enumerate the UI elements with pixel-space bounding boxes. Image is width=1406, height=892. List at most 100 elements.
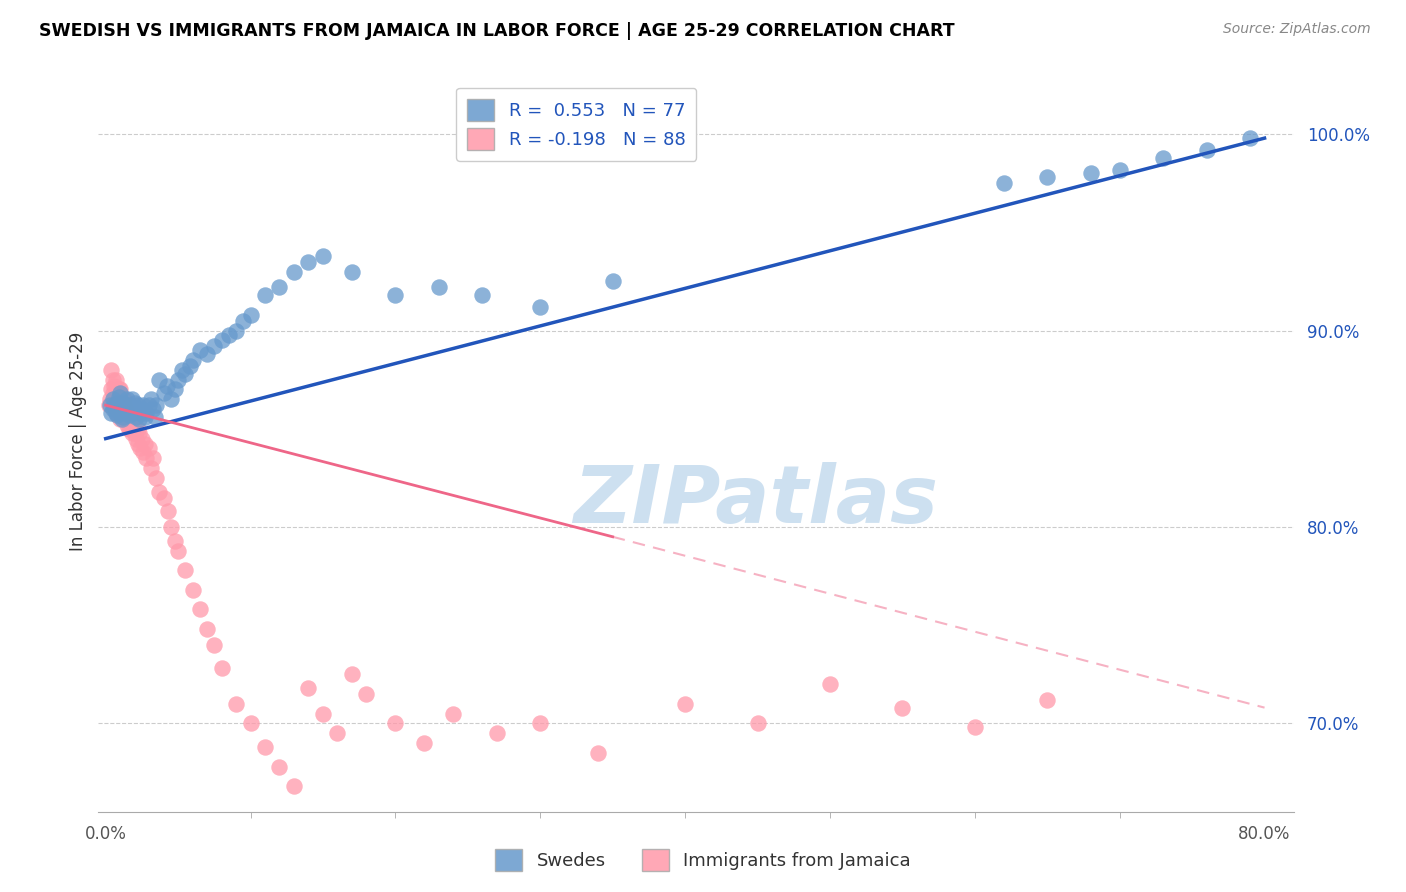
Point (413, 736, 436, 750)
Point (340, 265, 363, 279)
Point (211, 661, 233, 675)
Point (127, 422, 149, 436)
Point (131, 402, 153, 417)
Point (121, 412, 143, 426)
Point (104, 406, 127, 420)
Point (124, 402, 146, 417)
Point (529, 716, 551, 731)
Point (181, 353, 204, 368)
Point (97, 398, 120, 412)
Point (239, 308, 262, 322)
Point (108, 412, 131, 426)
Point (1036, 693, 1059, 707)
Point (107, 390, 129, 404)
Point (100, 406, 122, 420)
Point (340, 667, 363, 681)
Point (134, 409, 156, 424)
Point (471, 288, 494, 302)
Point (105, 408, 128, 422)
Point (117, 392, 139, 407)
Point (105, 406, 128, 420)
Point (110, 412, 132, 426)
Point (120, 398, 142, 412)
Point (101, 386, 124, 401)
Point (143, 409, 166, 424)
Point (110, 406, 132, 420)
Point (103, 392, 125, 407)
Point (108, 383, 131, 397)
Point (232, 314, 254, 328)
Point (128, 412, 150, 426)
Point (107, 400, 129, 414)
Point (602, 275, 624, 289)
Point (155, 378, 177, 392)
Point (118, 409, 141, 424)
Point (1239, 131, 1261, 145)
Point (1108, 162, 1130, 177)
Point (108, 392, 131, 407)
Point (427, 280, 450, 294)
Point (127, 398, 149, 412)
Point (148, 484, 170, 499)
Text: Source: ZipAtlas.com: Source: ZipAtlas.com (1223, 22, 1371, 37)
Point (135, 406, 157, 420)
Point (156, 504, 179, 518)
Point (297, 255, 319, 269)
Point (441, 706, 464, 721)
Point (283, 265, 305, 279)
Point (101, 392, 124, 407)
Point (107, 383, 129, 397)
Point (101, 373, 124, 387)
Point (107, 406, 129, 420)
Point (121, 425, 143, 440)
Point (120, 422, 142, 436)
Point (131, 432, 153, 446)
Point (253, 288, 276, 302)
Point (103, 378, 125, 392)
Point (195, 347, 218, 361)
Point (107, 396, 129, 410)
Point (105, 398, 128, 412)
Point (104, 398, 127, 412)
Point (312, 249, 335, 263)
Point (104, 386, 127, 401)
Point (135, 451, 157, 466)
Point (108, 386, 131, 401)
Point (124, 396, 146, 410)
Point (747, 716, 769, 731)
Point (108, 406, 131, 420)
Point (108, 402, 131, 417)
Point (98, 392, 121, 407)
Point (225, 697, 247, 711)
Point (122, 406, 145, 420)
Point (818, 677, 841, 691)
Point (356, 687, 378, 701)
Point (1195, 143, 1218, 157)
Point (132, 445, 155, 459)
Point (118, 408, 141, 422)
Legend: Swedes, Immigrants from Jamaica: Swedes, Immigrants from Jamaica (488, 842, 918, 879)
Point (1036, 170, 1059, 185)
Point (124, 412, 146, 426)
Point (145, 471, 167, 485)
Point (101, 402, 124, 417)
Point (152, 491, 174, 505)
Point (1080, 166, 1102, 180)
Point (253, 739, 276, 754)
Legend: R =  0.553   N = 77, R = -0.198   N = 88: R = 0.553 N = 77, R = -0.198 N = 88 (457, 87, 696, 161)
Point (129, 406, 152, 420)
Point (269, 280, 291, 294)
Point (112, 398, 135, 412)
Point (127, 437, 149, 451)
Point (105, 396, 128, 410)
Point (121, 402, 143, 417)
Point (673, 697, 696, 711)
Point (139, 392, 162, 407)
Point (103, 398, 125, 412)
Point (384, 716, 406, 731)
Text: SWEDISH VS IMMIGRANTS FROM JAMAICA IN LABOR FORCE | AGE 25-29 CORRELATION CHART: SWEDISH VS IMMIGRANTS FROM JAMAICA IN LA… (39, 22, 955, 40)
Point (125, 432, 148, 446)
Point (110, 402, 132, 417)
Point (138, 442, 160, 456)
Point (172, 363, 194, 377)
